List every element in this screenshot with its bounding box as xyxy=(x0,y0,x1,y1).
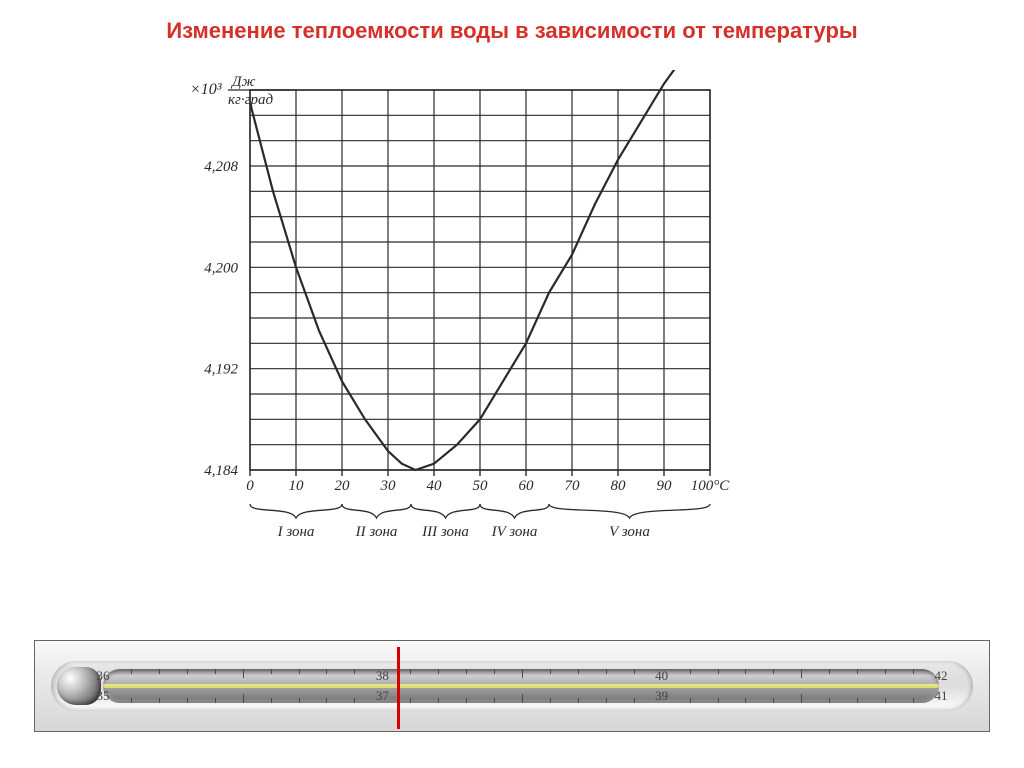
svg-text:V зона: V зона xyxy=(609,524,650,540)
svg-text:60: 60 xyxy=(519,478,535,494)
thermometer-bottom-tick xyxy=(243,694,244,703)
thermometer-bottom-label: 41 xyxy=(935,688,948,704)
thermometer-bottom-tick xyxy=(690,698,691,703)
thermometer-bottom-tick xyxy=(271,698,272,703)
thermometer-top-tick xyxy=(634,669,635,674)
svg-text:4,200: 4,200 xyxy=(204,260,238,276)
thermometer-scale: 3638404235373941 xyxy=(103,669,939,703)
thermometer-bottom-tick xyxy=(354,698,355,703)
thermometer-top-tick xyxy=(690,669,691,674)
thermometer-indicator xyxy=(397,647,400,729)
thermometer-top-tick xyxy=(829,669,830,674)
thermometer-top-label: 40 xyxy=(655,668,668,684)
thermometer-top-tick xyxy=(215,669,216,674)
thermometer-bottom-tick xyxy=(773,698,774,703)
svg-text:4,192: 4,192 xyxy=(204,362,238,378)
svg-text:40: 40 xyxy=(427,478,443,494)
thermometer-bottom-tick xyxy=(466,698,467,703)
svg-text:70: 70 xyxy=(565,478,581,494)
thermometer-top-label: 42 xyxy=(935,668,948,684)
thermometer-bottom-tick xyxy=(829,698,830,703)
svg-text:4,208: 4,208 xyxy=(204,159,238,175)
thermometer-bottom-tick xyxy=(522,694,523,703)
thermometer-bottom-tick xyxy=(494,698,495,703)
thermometer-bottom-label: 39 xyxy=(655,688,668,704)
thermometer-panel: 36 38 40 42 35 37 39 41 xyxy=(34,640,990,732)
thermometer-top-tick xyxy=(550,669,551,674)
thermometer-top-tick xyxy=(606,669,607,674)
thermometer-top-tick xyxy=(913,669,914,674)
svg-text:×10³: ×10³ xyxy=(190,81,222,98)
thermometer-top-label: 38 xyxy=(376,668,389,684)
thermometer-body: 36 38 40 42 35 37 39 41 xyxy=(51,655,973,717)
thermometer-bottom-tick xyxy=(215,698,216,703)
thermometer-top-tick xyxy=(438,669,439,674)
heat-capacity-chart: 4,184 4,192 4,200 4,208 0 10 20 30 40 50 60 70 80 90 1… xyxy=(130,70,750,590)
thermometer-bottom-label: 37 xyxy=(376,688,389,704)
svg-text:III зона: III зона xyxy=(421,524,469,540)
thermometer-top-tick xyxy=(271,669,272,674)
thermometer-bottom-tick xyxy=(187,698,188,703)
thermometer-bulb xyxy=(57,667,101,705)
thermometer-top-tick xyxy=(773,669,774,674)
thermometer-bottom-tick xyxy=(857,698,858,703)
svg-text:II зона: II зона xyxy=(355,524,398,540)
thermometer-top-tick xyxy=(522,669,523,678)
thermometer-top-tick xyxy=(354,669,355,674)
thermometer-top-tick xyxy=(718,669,719,674)
thermometer-top-tick xyxy=(857,669,858,674)
thermometer-top-tick xyxy=(326,669,327,674)
thermometer-bottom-tick xyxy=(410,698,411,703)
thermometer-top-tick xyxy=(159,669,160,674)
svg-text:Дж: Дж xyxy=(230,74,256,90)
thermometer-top-tick xyxy=(299,669,300,674)
svg-text:0: 0 xyxy=(246,478,254,494)
thermometer-bottom-tick xyxy=(801,694,802,703)
thermometer-bottom-tick xyxy=(885,698,886,703)
thermometer-top-label: 36 xyxy=(97,668,110,684)
thermometer-top-tick xyxy=(578,669,579,674)
thermometer-bottom-tick xyxy=(718,698,719,703)
svg-text:IV зона: IV зона xyxy=(491,524,538,540)
thermometer-top-tick xyxy=(410,669,411,674)
thermometer-top-tick xyxy=(466,669,467,674)
svg-text:10: 10 xyxy=(289,478,305,494)
svg-text:I зона: I зона xyxy=(277,524,315,540)
thermometer-bottom-tick xyxy=(438,698,439,703)
svg-text:4,184: 4,184 xyxy=(204,463,238,479)
thermometer-bottom-tick xyxy=(131,698,132,703)
svg-text:20: 20 xyxy=(335,478,351,494)
thermometer-top-tick xyxy=(131,669,132,674)
thermometer-bottom-tick xyxy=(913,698,914,703)
chart-svg: 4,184 4,192 4,200 4,208 0 10 20 30 40 50 60 70 80 90 1… xyxy=(130,70,750,590)
svg-text:100°С: 100°С xyxy=(691,478,730,494)
thermometer-bottom-tick xyxy=(745,698,746,703)
thermometer-bottom-tick xyxy=(159,698,160,703)
svg-text:90: 90 xyxy=(657,478,673,494)
thermometer-bottom-tick xyxy=(578,698,579,703)
thermometer-top-tick xyxy=(801,669,802,678)
thermometer-bottom-tick xyxy=(299,698,300,703)
thermometer-top-tick xyxy=(187,669,188,674)
thermometer-bottom-tick xyxy=(550,698,551,703)
thermometer-bottom-label: 35 xyxy=(97,688,110,704)
thermometer-top-tick xyxy=(494,669,495,674)
thermometer-top-tick xyxy=(745,669,746,674)
thermometer-top-tick xyxy=(243,669,244,678)
thermometer-bottom-tick xyxy=(326,698,327,703)
svg-text:30: 30 xyxy=(380,478,397,494)
svg-text:50: 50 xyxy=(473,478,489,494)
svg-text:80: 80 xyxy=(611,478,627,494)
page-title: Изменение теплоемкости воды в зависимост… xyxy=(0,18,1024,44)
thermometer-bottom-tick xyxy=(606,698,607,703)
thermometer-top-tick xyxy=(885,669,886,674)
thermometer-bottom-tick xyxy=(634,698,635,703)
